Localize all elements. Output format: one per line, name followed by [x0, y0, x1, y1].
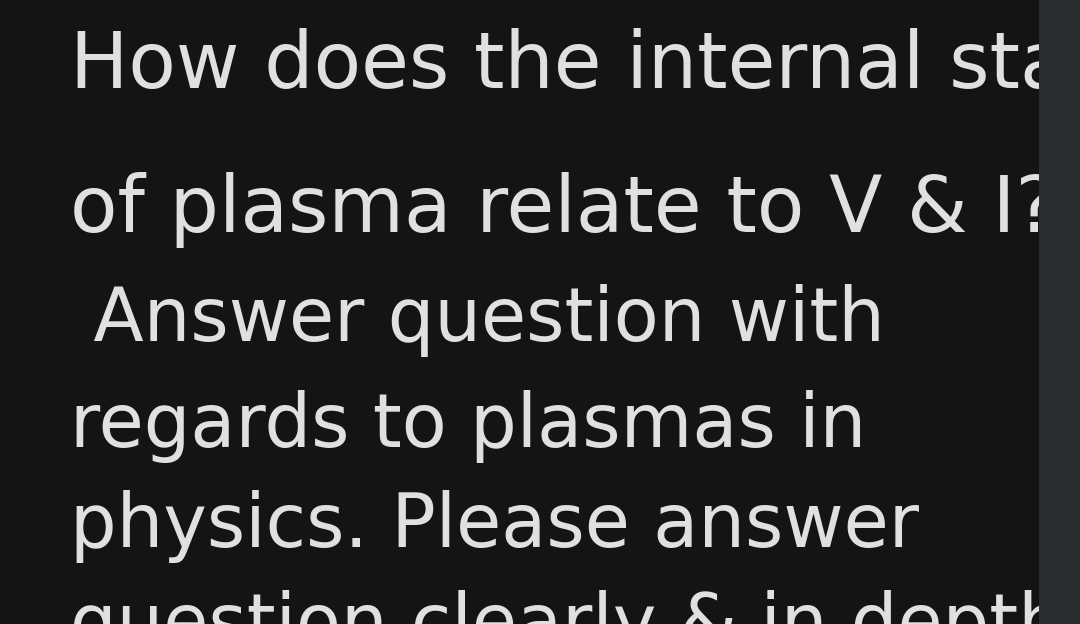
Text: How does the internal state: How does the internal state — [70, 28, 1080, 104]
Text: Answer question with: Answer question with — [70, 284, 886, 357]
Text: regards to plasmas in: regards to plasmas in — [70, 390, 866, 463]
Bar — [1039, 0, 1080, 624]
Text: physics. Please answer: physics. Please answer — [70, 490, 919, 563]
Text: question clearly & in depth.: question clearly & in depth. — [70, 590, 1080, 624]
Text: of plasma relate to V & I?: of plasma relate to V & I? — [70, 172, 1057, 248]
